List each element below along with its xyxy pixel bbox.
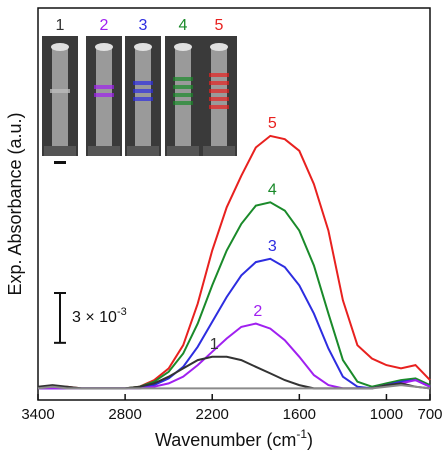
y-axis-label: Exp. Absorbance (a.u.) — [5, 112, 25, 295]
scale-label-exp: -3 — [117, 306, 127, 318]
doped-band — [173, 93, 193, 97]
series-line — [37, 355, 431, 390]
pillar-base — [44, 146, 76, 156]
pillar-base — [127, 146, 159, 156]
inset-label: 1 — [56, 17, 65, 34]
pillar — [52, 46, 68, 146]
pillar-cap — [51, 43, 69, 51]
x-tick-label: 3400 — [21, 406, 54, 423]
x-tick-label: 700 — [417, 406, 442, 423]
doped-band — [173, 101, 193, 105]
x-tick-label: 1000 — [370, 406, 403, 423]
doped-band — [209, 73, 229, 77]
x-label-main: Wavenumber (cm — [155, 430, 296, 450]
pillar-base — [167, 146, 199, 156]
series-line — [38, 201, 431, 390]
series-line — [38, 134, 431, 390]
pillar — [211, 46, 227, 146]
pillar-base — [88, 146, 120, 156]
pillar-cap — [210, 43, 228, 51]
doped-band — [173, 77, 193, 81]
plot-frame — [37, 7, 431, 401]
doped-band — [133, 81, 153, 85]
pillar-cap — [134, 43, 152, 51]
pillar — [135, 46, 151, 146]
x-label-end: ) — [307, 430, 313, 450]
doped-band — [133, 89, 153, 93]
series-line — [37, 384, 431, 390]
doped-band — [94, 93, 114, 97]
doped-band — [209, 105, 229, 109]
series-label: 5 — [268, 115, 277, 132]
inset-label: 3 — [139, 17, 148, 34]
scale-label-main: 3 × 10 — [72, 309, 117, 326]
x-axis-label: Wavenumber (cm-1) — [155, 427, 313, 450]
x-tick-label: 2200 — [196, 406, 229, 423]
doped-band — [173, 85, 193, 89]
doped-band — [209, 97, 229, 101]
series-label: 2 — [253, 303, 262, 320]
doped-band — [209, 89, 229, 93]
scale-bar-label: 3 × 10-3 — [72, 306, 127, 326]
pillar-cap — [95, 43, 113, 51]
doped-band — [94, 85, 114, 89]
inset-scale-bar — [54, 161, 66, 164]
x-label-sup: -1 — [296, 427, 307, 441]
doped-band — [209, 81, 229, 85]
x-tick-label: 2800 — [108, 406, 141, 423]
pillar-base — [203, 146, 235, 156]
series-label: 1 — [210, 336, 219, 353]
x-tick-label: 1600 — [283, 406, 316, 423]
pillar-cap — [174, 43, 192, 51]
inset-label: 5 — [215, 17, 224, 34]
doped-band — [50, 89, 70, 93]
series-label: 3 — [268, 238, 277, 255]
inset-label: 2 — [100, 17, 109, 34]
series-line — [38, 322, 431, 390]
inset-images: 1 2 3 4 5 — [42, 17, 237, 164]
inset-label: 4 — [179, 17, 188, 34]
doped-band — [133, 97, 153, 101]
series-label: 4 — [268, 182, 277, 199]
